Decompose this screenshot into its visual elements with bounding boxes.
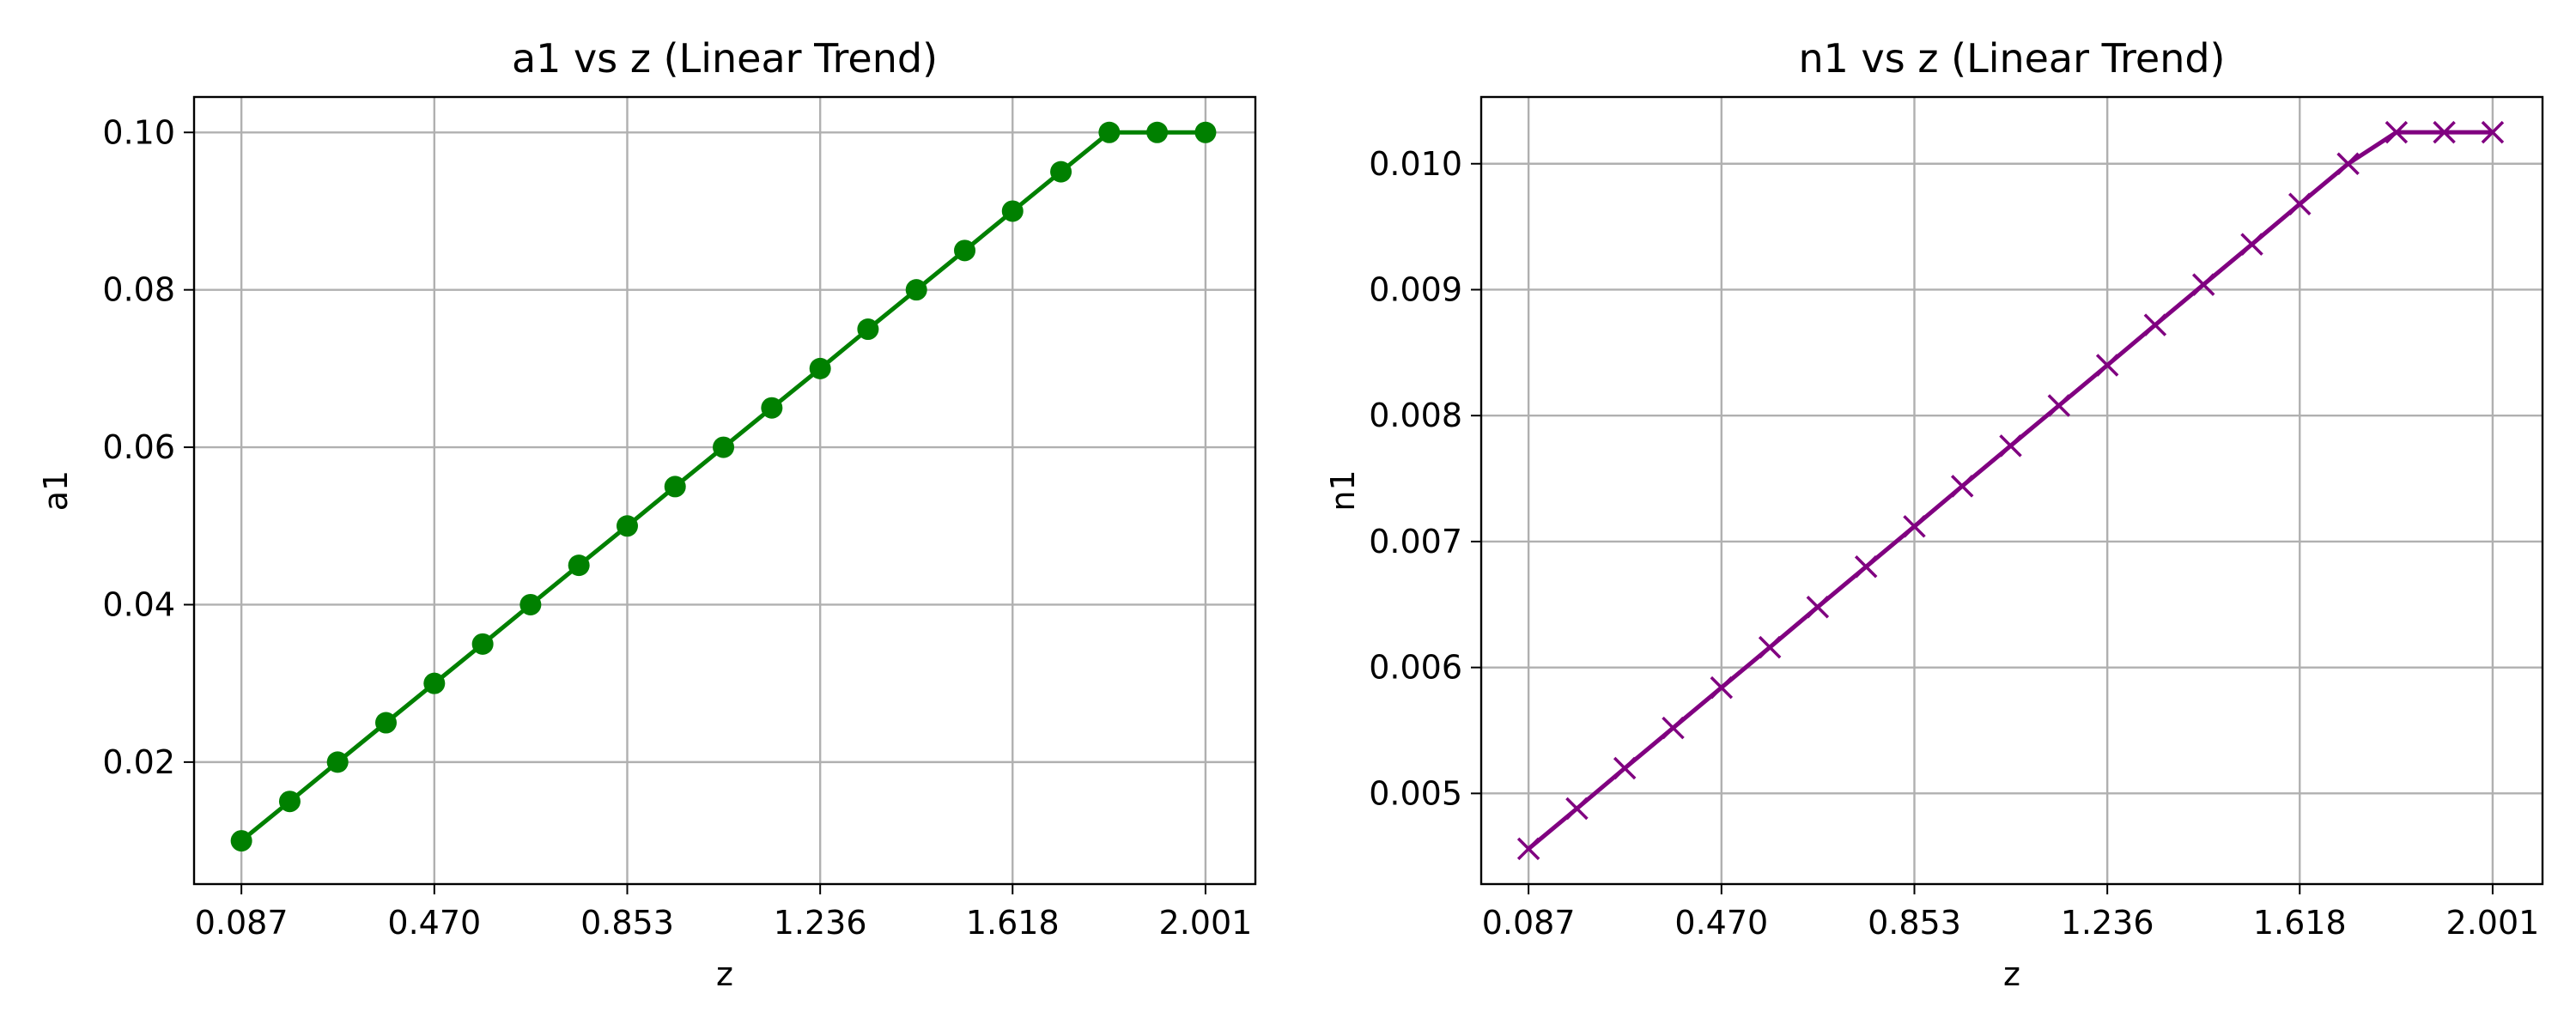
data-point <box>1806 595 1830 619</box>
y-tick-label: 0.007 <box>1369 523 1462 560</box>
x-tick-label: 1.618 <box>2253 904 2347 942</box>
data-point <box>278 791 301 813</box>
data-point <box>1146 121 1169 143</box>
x-tick-label: 0.087 <box>1482 904 1576 942</box>
chart-1: 0.087 0.470 0.853 1.236 1.618 2.001 0.02 0.04 0.… <box>37 35 1257 993</box>
data-point <box>1194 121 1217 143</box>
data-point <box>2095 354 2119 377</box>
y-tick-label: 0.006 <box>1369 649 1462 687</box>
data-point <box>1001 200 1024 222</box>
data-point <box>2240 233 2263 256</box>
data-point <box>1565 797 1589 821</box>
data-point <box>1950 475 1974 498</box>
chart-title: a1 vs z (Linear Trend) <box>512 35 938 82</box>
data-point <box>2143 313 2167 336</box>
data-point <box>713 436 735 458</box>
data-point <box>1613 756 1637 780</box>
data-point <box>471 633 494 655</box>
y-tick-label: 0.08 <box>102 271 175 309</box>
x-axis-label: z <box>716 955 733 993</box>
y-tick-label: 0.04 <box>102 585 175 623</box>
data-point <box>568 554 590 577</box>
data-point <box>1999 434 2022 457</box>
data-point <box>2385 120 2409 144</box>
data-point <box>616 515 638 537</box>
data-point <box>1903 515 1926 538</box>
data-point <box>2191 273 2215 296</box>
x-tick-label: 2.001 <box>1159 904 1253 942</box>
chart-title: n1 vs z (Linear Trend) <box>1799 35 2226 82</box>
y-axis-label: a1 <box>37 470 75 511</box>
data-point <box>326 751 349 773</box>
x-tick-label: 0.470 <box>1674 904 1768 942</box>
x-tick-label: 0.470 <box>387 904 481 942</box>
data-point <box>1854 555 1878 579</box>
data-point <box>230 830 252 852</box>
y-tick-label: 0.010 <box>1369 145 1462 183</box>
chart-2: 0.087 0.470 0.853 1.236 1.618 2.001 0.005 0.006… <box>1324 35 2544 993</box>
x-tick-label: 2.001 <box>2446 904 2540 942</box>
data-point <box>423 672 446 694</box>
data-point <box>905 279 927 301</box>
x-tick-label: 1.236 <box>774 904 867 942</box>
data-point <box>954 239 976 262</box>
y-tick-label: 0.10 <box>102 113 175 151</box>
y-tick-label: 0.005 <box>1369 774 1462 812</box>
data-point <box>1050 161 1072 183</box>
y-tick-label: 0.009 <box>1369 270 1462 308</box>
data-point <box>2047 394 2071 417</box>
data-point <box>761 397 783 419</box>
data-point <box>1098 121 1121 143</box>
data-point <box>2433 120 2456 144</box>
axes-frame <box>192 95 1257 886</box>
data-point <box>857 318 879 341</box>
x-tick-label: 0.853 <box>580 904 674 942</box>
data-point <box>2481 120 2505 144</box>
y-axis-label: n1 <box>1324 470 1362 511</box>
data-point <box>1710 676 1734 700</box>
data-point <box>664 476 686 498</box>
data-point <box>375 712 398 734</box>
x-axis-label: z <box>2003 955 2020 993</box>
data-point <box>2336 152 2360 175</box>
data-point <box>1516 837 1540 861</box>
x-tick-label: 0.853 <box>1868 904 1961 942</box>
y-tick-label: 0.06 <box>102 428 175 466</box>
data-point <box>519 593 542 615</box>
data-point <box>1758 635 1782 659</box>
x-tick-label: 1.236 <box>2061 904 2154 942</box>
x-tick-label: 1.618 <box>966 904 1060 942</box>
y-tick-label: 0.02 <box>102 743 175 781</box>
data-point <box>2288 192 2312 215</box>
y-tick-label: 0.008 <box>1369 397 1462 434</box>
axes-frame <box>1479 95 2544 886</box>
data-point <box>809 357 831 379</box>
x-tick-label: 0.087 <box>195 904 289 942</box>
data-point <box>1662 716 1685 740</box>
